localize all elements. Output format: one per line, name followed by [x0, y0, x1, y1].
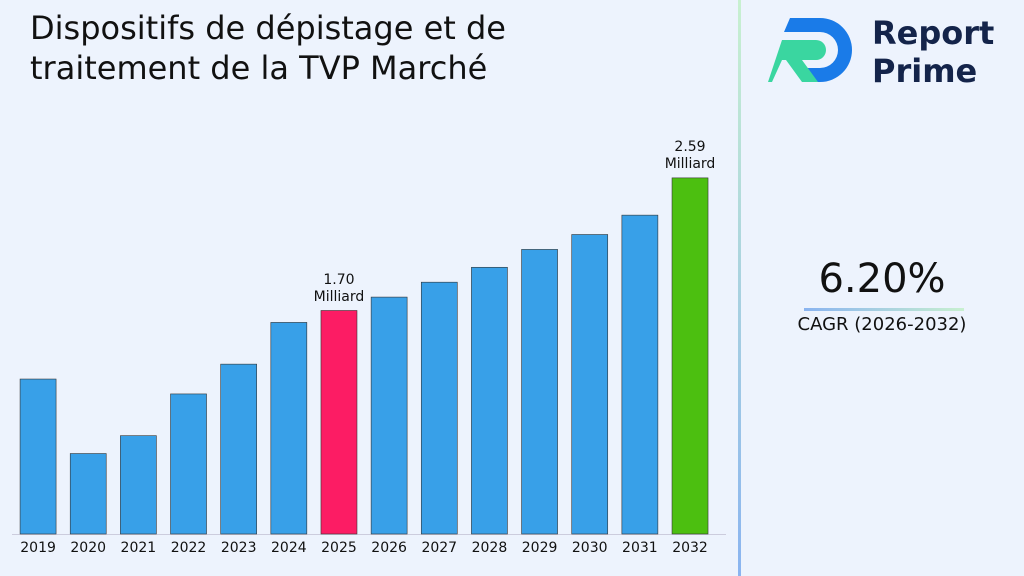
x-tick-label: 2031	[622, 540, 658, 556]
bar	[170, 393, 207, 535]
bar	[471, 266, 508, 535]
chart-title: Dispositifs de dépistage et de traitemen…	[30, 9, 506, 87]
logo	[768, 18, 852, 82]
x-tick-label: 2028	[472, 540, 508, 556]
bar	[270, 322, 308, 535]
brand: Prime	[872, 52, 978, 90]
x-tick-label: 2025	[321, 540, 357, 556]
bar	[120, 435, 157, 535]
bar	[420, 281, 458, 535]
x-tick-label: 2026	[371, 540, 407, 556]
bar	[671, 177, 709, 535]
bar	[571, 234, 609, 535]
bar	[69, 453, 107, 535]
x-tick-label: 2022	[171, 540, 207, 556]
divider	[738, 0, 741, 576]
bar	[370, 296, 408, 535]
x-tick-label: 2024	[271, 540, 307, 556]
x-tick-label: 2021	[121, 540, 157, 556]
cagr-underline	[804, 308, 964, 311]
x-tick-label: 2027	[421, 540, 457, 556]
x-tick-label: 2029	[522, 540, 558, 556]
x-tick-label: 2032	[672, 540, 708, 556]
bar	[320, 310, 358, 535]
x-tick-label: 2023	[221, 540, 257, 556]
value-label: 2.59 Milliard	[664, 138, 716, 172]
brand: Report	[872, 14, 995, 52]
bar	[19, 378, 57, 535]
bar	[621, 214, 659, 535]
bar	[521, 249, 558, 535]
x-tick-label: 2019	[20, 540, 56, 556]
x-tick-label: 2020	[70, 540, 106, 556]
cagr-label: CAGR (2026-2032)	[798, 314, 967, 335]
value-label: 1.70 Milliard	[313, 271, 365, 305]
cagr-value: 6.20%	[818, 256, 945, 302]
bar	[220, 363, 257, 535]
x-tick-label: 2030	[572, 540, 608, 556]
